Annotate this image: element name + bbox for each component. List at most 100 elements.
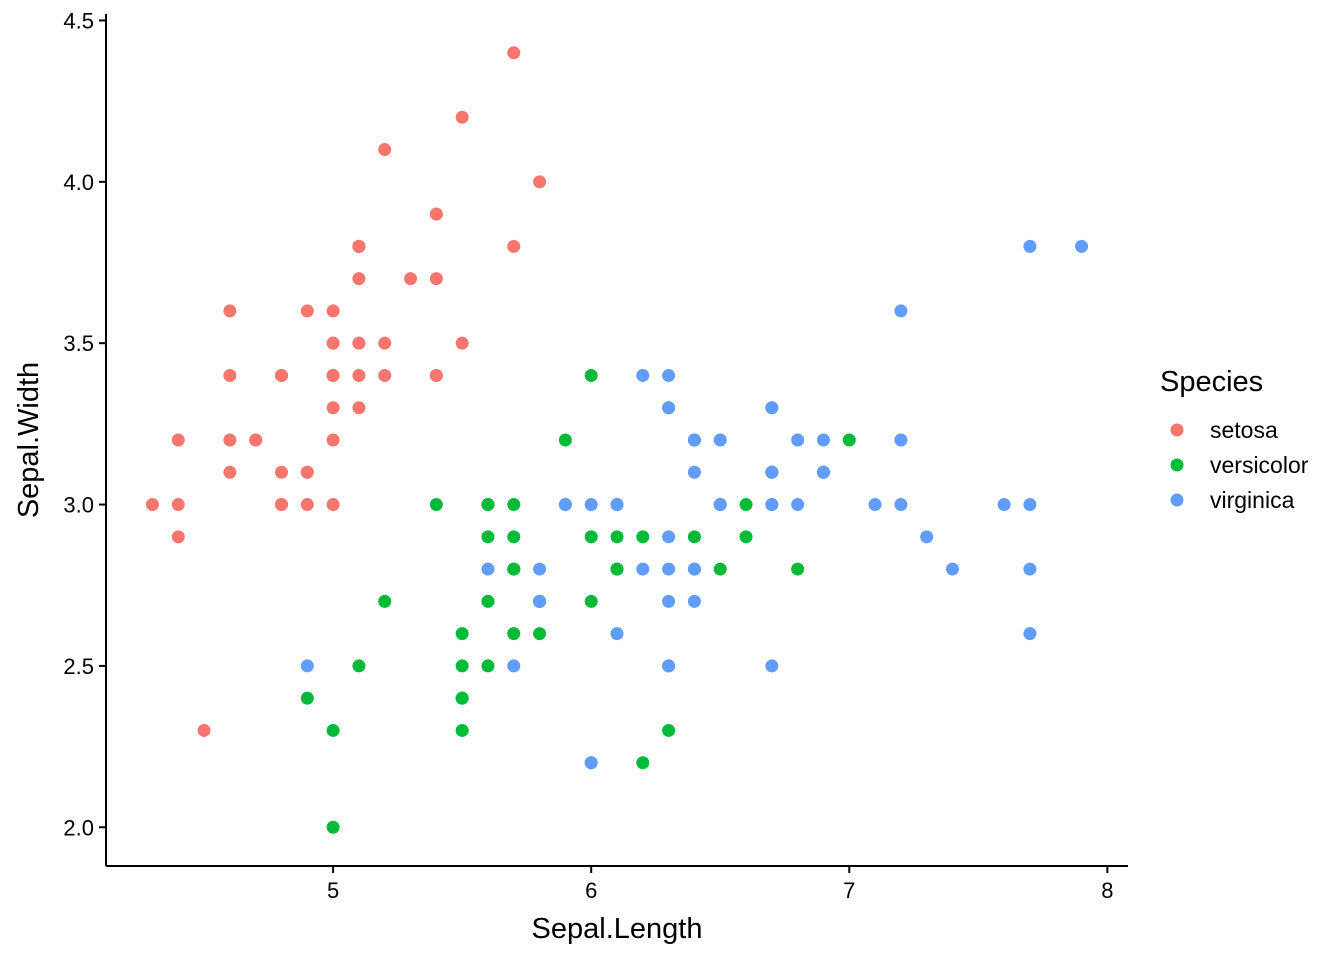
point-versicolor <box>791 562 805 576</box>
point-setosa <box>352 336 366 350</box>
point-setosa <box>429 272 443 286</box>
point-virginica <box>662 562 676 576</box>
point-setosa <box>507 239 521 253</box>
x-axis-ticks: 5 6 7 8 <box>327 866 1113 903</box>
point-virginica <box>1023 498 1037 512</box>
point-versicolor <box>326 820 340 834</box>
point-setosa <box>171 433 185 447</box>
point-setosa <box>352 368 366 382</box>
point-versicolor <box>636 756 650 770</box>
point-setosa <box>223 433 237 447</box>
point-virginica <box>868 498 882 512</box>
point-versicolor <box>584 530 598 544</box>
point-versicolor <box>352 659 366 673</box>
point-versicolor <box>326 723 340 737</box>
point-virginica <box>894 498 908 512</box>
point-setosa <box>326 336 340 350</box>
point-versicolor <box>507 530 521 544</box>
point-versicolor <box>481 498 495 512</box>
point-virginica <box>1023 239 1037 253</box>
point-virginica <box>636 368 650 382</box>
point-setosa <box>300 304 314 318</box>
point-virginica <box>894 304 908 318</box>
point-virginica <box>662 368 676 382</box>
point-virginica <box>507 659 521 673</box>
point-versicolor <box>610 562 624 576</box>
point-setosa <box>378 143 392 157</box>
point-versicolor <box>533 627 547 641</box>
legend-key-versicolor <box>1170 458 1184 472</box>
legend-items: setosa versicolor virginica <box>1170 417 1309 513</box>
point-setosa <box>145 498 159 512</box>
point-versicolor <box>507 498 521 512</box>
points-layer <box>145 46 1089 834</box>
y-tick-label: 3.0 <box>63 493 94 518</box>
point-virginica <box>687 433 701 447</box>
point-setosa <box>429 368 443 382</box>
point-versicolor <box>481 659 495 673</box>
legend-label-virginica: virginica <box>1210 487 1295 513</box>
y-tick-label: 2.0 <box>63 815 94 840</box>
point-versicolor <box>584 368 598 382</box>
legend-label-setosa: setosa <box>1210 417 1278 443</box>
point-virginica <box>662 401 676 415</box>
y-tick-label: 3.5 <box>63 331 94 356</box>
point-virginica <box>687 594 701 608</box>
point-setosa <box>326 498 340 512</box>
point-setosa <box>300 465 314 479</box>
y-tick-label: 4.0 <box>63 170 94 195</box>
point-virginica <box>997 498 1011 512</box>
point-versicolor <box>455 659 469 673</box>
legend-title: Species <box>1160 366 1263 398</box>
point-setosa <box>223 465 237 479</box>
y-axis-title: Sepal.Width <box>13 362 45 518</box>
point-setosa <box>171 498 185 512</box>
point-virginica <box>584 756 598 770</box>
point-versicolor <box>636 530 650 544</box>
point-versicolor <box>455 627 469 641</box>
point-virginica <box>946 562 960 576</box>
point-virginica <box>713 433 727 447</box>
point-setosa <box>223 368 237 382</box>
point-virginica <box>300 659 314 673</box>
point-versicolor <box>610 530 624 544</box>
point-virginica <box>765 401 779 415</box>
point-virginica <box>1023 627 1037 641</box>
point-setosa <box>274 498 288 512</box>
point-setosa <box>429 207 443 221</box>
point-setosa <box>378 336 392 350</box>
point-setosa <box>326 304 340 318</box>
point-virginica <box>481 562 495 576</box>
legend: Species setosa versicolor virginica <box>1160 366 1309 513</box>
point-versicolor <box>429 498 443 512</box>
point-virginica <box>1075 239 1089 253</box>
x-tick-label: 6 <box>585 878 597 903</box>
point-versicolor <box>662 723 676 737</box>
point-setosa <box>352 272 366 286</box>
point-virginica <box>687 562 701 576</box>
point-versicolor <box>455 723 469 737</box>
point-setosa <box>197 723 211 737</box>
point-setosa <box>274 465 288 479</box>
point-setosa <box>326 401 340 415</box>
point-versicolor <box>842 433 856 447</box>
point-setosa <box>352 401 366 415</box>
x-tick-label: 7 <box>843 878 855 903</box>
point-setosa <box>326 433 340 447</box>
y-tick-label: 2.5 <box>63 654 94 679</box>
point-versicolor <box>378 594 392 608</box>
point-versicolor <box>455 691 469 705</box>
point-setosa <box>326 368 340 382</box>
point-versicolor <box>687 530 701 544</box>
point-virginica <box>816 433 830 447</box>
point-versicolor <box>507 627 521 641</box>
point-virginica <box>636 562 650 576</box>
point-setosa <box>249 433 263 447</box>
point-versicolor <box>481 594 495 608</box>
x-tick-label: 8 <box>1101 878 1113 903</box>
point-setosa <box>274 368 288 382</box>
point-setosa <box>455 110 469 124</box>
point-versicolor <box>300 691 314 705</box>
point-virginica <box>920 530 934 544</box>
